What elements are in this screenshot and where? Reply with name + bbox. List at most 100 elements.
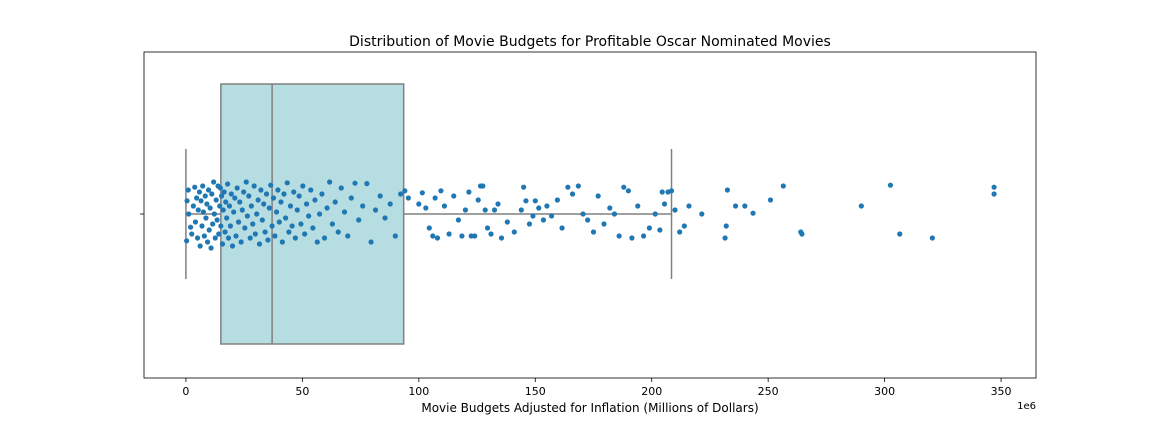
data-point — [352, 180, 358, 186]
data-point — [248, 203, 254, 209]
data-point — [405, 195, 411, 201]
data-point — [281, 191, 287, 197]
data-point — [225, 181, 231, 187]
data-point — [377, 193, 383, 199]
data-point — [929, 235, 935, 241]
data-point — [283, 215, 289, 221]
data-point — [303, 201, 310, 207]
data-point — [475, 197, 481, 203]
data-point — [799, 231, 805, 237]
data-point — [186, 211, 192, 217]
data-point — [206, 227, 212, 233]
data-point — [306, 213, 312, 219]
data-point — [321, 235, 328, 241]
data-point — [482, 207, 488, 213]
data-point — [218, 193, 225, 199]
data-point — [296, 193, 302, 199]
data-point — [212, 235, 218, 241]
data-point — [275, 187, 281, 193]
data-point — [252, 231, 258, 237]
data-point — [233, 233, 239, 239]
data-point — [222, 229, 228, 235]
data-point — [625, 188, 632, 194]
data-point — [590, 229, 597, 235]
data-point — [239, 207, 245, 213]
data-point — [536, 205, 542, 211]
data-point — [242, 225, 248, 231]
data-point — [200, 183, 206, 189]
x-axis-label: Movie Budgets Adjusted for Inflation (Mi… — [421, 401, 758, 415]
data-point — [455, 217, 462, 223]
data-point — [742, 203, 748, 209]
data-point — [207, 205, 213, 211]
data-point — [657, 227, 663, 233]
data-point — [416, 201, 422, 207]
data-point — [317, 211, 323, 217]
data-point — [287, 203, 294, 209]
data-point — [314, 239, 320, 245]
data-point — [532, 198, 538, 204]
data-point — [392, 233, 398, 239]
data-point — [194, 235, 201, 241]
data-point — [652, 211, 658, 217]
data-point — [279, 239, 285, 245]
data-point — [629, 235, 635, 241]
data-point — [438, 188, 444, 194]
data-point — [580, 211, 586, 217]
data-point — [387, 201, 393, 207]
data-point — [518, 207, 524, 213]
x-tick-label: 300 — [874, 385, 895, 398]
data-point — [722, 235, 728, 241]
data-point — [213, 197, 219, 203]
data-point — [559, 225, 565, 231]
data-point — [661, 201, 668, 207]
data-point — [356, 217, 362, 223]
data-point — [480, 183, 486, 189]
data-point — [235, 219, 242, 225]
data-point — [569, 191, 576, 197]
data-point — [887, 182, 894, 188]
data-point — [190, 203, 196, 209]
data-point — [300, 183, 306, 189]
data-point — [382, 215, 388, 221]
data-point — [858, 203, 864, 209]
data-point — [554, 197, 560, 203]
x-tick-label: 250 — [758, 385, 779, 398]
data-point — [286, 229, 292, 235]
data-point — [329, 221, 336, 227]
data-point — [196, 189, 203, 195]
data-point — [668, 188, 675, 194]
data-point — [263, 191, 270, 197]
data-point — [491, 207, 498, 213]
data-point — [565, 184, 571, 190]
data-point — [265, 237, 271, 243]
data-point — [441, 203, 448, 209]
data-point — [432, 195, 438, 201]
data-point — [430, 233, 436, 239]
data-point — [368, 239, 374, 245]
data-point — [360, 203, 366, 209]
data-point — [234, 185, 240, 191]
data-point — [699, 211, 705, 217]
data-point — [308, 187, 314, 193]
data-point — [607, 205, 613, 211]
x-tick-label: 50 — [295, 385, 309, 398]
data-point — [345, 233, 351, 239]
data-point — [462, 207, 468, 213]
data-point — [451, 193, 457, 199]
data-point — [767, 197, 774, 203]
data-point — [426, 225, 432, 231]
data-point — [199, 223, 205, 229]
data-point — [211, 179, 217, 185]
data-point — [231, 209, 237, 215]
data-point — [268, 182, 274, 188]
data-point — [262, 229, 268, 235]
data-point — [472, 233, 478, 239]
data-point — [548, 213, 555, 219]
data-point — [266, 205, 272, 211]
data-point — [229, 243, 236, 249]
data-point — [200, 209, 206, 215]
data-point — [246, 193, 252, 199]
data-point — [677, 229, 683, 235]
